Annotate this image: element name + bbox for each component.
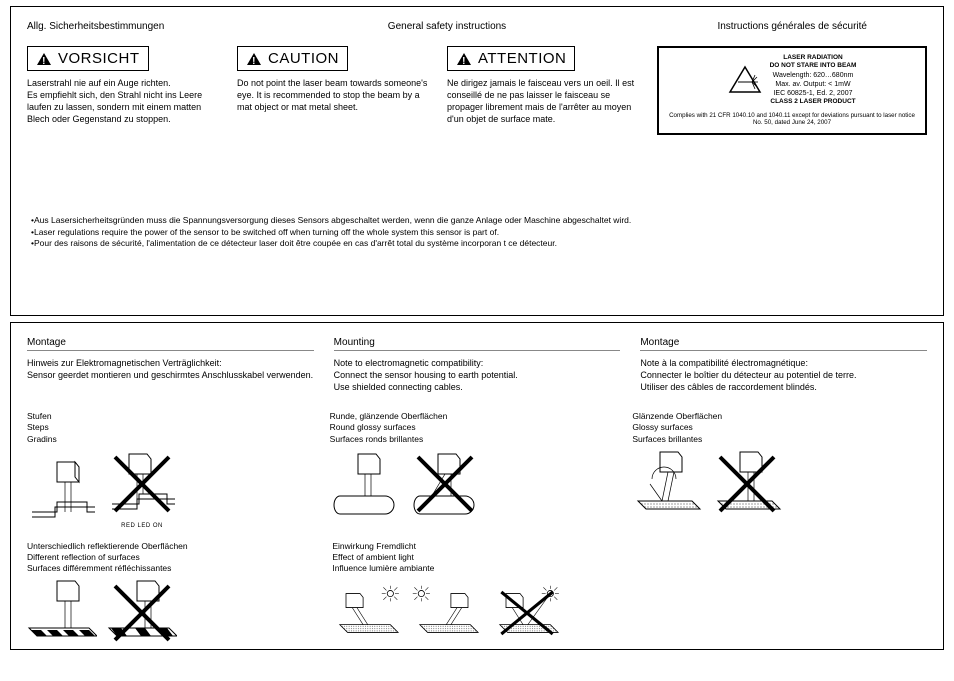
steps-fr: Gradins bbox=[27, 434, 322, 445]
steps-de: Stufen bbox=[27, 411, 322, 422]
warn-text-en: Do not point the laser beam towards some… bbox=[237, 77, 435, 113]
mount-de: Montage Hinweis zur Elektromagnetischen … bbox=[27, 337, 314, 393]
mount-note-en: Note to electromagnetic compatibility: C… bbox=[334, 357, 621, 393]
warn-text-de: Laserstrahl nie auf ein Auge richten. Es… bbox=[27, 77, 225, 126]
warn-label-fr: ! ATTENTION bbox=[447, 46, 575, 71]
safety-bullets: •Aus Lasersicherheitsgründen muss die Sp… bbox=[27, 215, 927, 249]
group-reflect: Unterschiedlich reflektierende Oberfläch… bbox=[27, 541, 324, 648]
bullet-de: •Aus Lasersicherheitsgründen muss die Sp… bbox=[27, 215, 927, 226]
glossy-labels: Glänzende Oberflächen Glossy surfaces Su… bbox=[632, 411, 927, 444]
header-en: General safety instructions bbox=[320, 21, 573, 32]
red-led-label: RED LED ON bbox=[107, 523, 177, 529]
laser-compliance: Complies with 21 CFR 1040.10 and 1040.11… bbox=[667, 112, 917, 128]
header-de: Allg. Sicherheitsbestimmungen bbox=[27, 21, 280, 32]
steps-en: Steps bbox=[27, 422, 322, 433]
laser-triangle-icon bbox=[728, 65, 762, 95]
round-de: Runde, glänzende Oberflächen bbox=[330, 411, 625, 422]
reflect-ok-diagram bbox=[27, 578, 97, 648]
warn-text-fr: Ne dirigez jamais le faisceau vers un oe… bbox=[447, 77, 645, 126]
glossy-de: Glänzende Oberflächen bbox=[632, 411, 927, 422]
mount-title-de: Montage bbox=[27, 337, 314, 351]
safety-panel: Allg. Sicherheitsbestimmungen General sa… bbox=[10, 6, 944, 316]
warning-icon: ! bbox=[246, 52, 262, 66]
warning-icon: ! bbox=[456, 52, 472, 66]
group-glossy: Glänzende Oberflächen Glossy surfaces Su… bbox=[632, 411, 927, 528]
mount-title-en: Mounting bbox=[334, 337, 621, 351]
bullet-en: •Laser regulations require the power of … bbox=[27, 227, 927, 238]
glossy-fr: Surfaces brillantes bbox=[632, 434, 927, 445]
round-fr: Surfaces ronds brillantes bbox=[330, 434, 625, 445]
laser-l2: DO NOT STARE INTO BEAM bbox=[770, 62, 857, 70]
round-labels: Runde, glänzende Oberflächen Round gloss… bbox=[330, 411, 625, 444]
warn-label-fr-text: ATTENTION bbox=[478, 50, 566, 67]
warn-label-de-text: VORSICHT bbox=[58, 50, 140, 67]
warn-de: ! VORSICHT Laserstrahl nie auf ein Auge … bbox=[27, 46, 225, 135]
ambient-ok1-diagram bbox=[332, 578, 402, 648]
bullet-fr: •Pour des raisons de sécurité, l'aliment… bbox=[27, 238, 927, 249]
round-ok-diagram bbox=[330, 449, 400, 519]
ambient-labels: Einwirkung Fremdlicht Effect of ambient … bbox=[332, 541, 927, 574]
laser-box: LASER RADIATION DO NOT STARE INTO BEAM W… bbox=[657, 46, 927, 135]
glossy-bad-diagram bbox=[712, 449, 782, 519]
round-bad-diagram bbox=[410, 449, 480, 519]
glossy-en: Glossy surfaces bbox=[632, 422, 927, 433]
diagram-row-1: Stufen Steps Gradins bbox=[27, 411, 927, 528]
reflect-en: Different reflection of surfaces bbox=[27, 552, 324, 563]
warn-label-de: ! VORSICHT bbox=[27, 46, 149, 71]
reflect-labels: Unterschiedlich reflektierende Oberfläch… bbox=[27, 541, 324, 574]
ambient-fr: Influence lumière ambiante bbox=[332, 563, 927, 574]
steps-labels: Stufen Steps Gradins bbox=[27, 411, 322, 444]
warn-label-en-text: CAUTION bbox=[268, 50, 339, 67]
laser-l5: IEC 60825-1, Ed. 2, 2007 bbox=[770, 89, 857, 98]
ambient-ok2-diagram bbox=[412, 578, 482, 648]
warn-en: ! CAUTION Do not point the laser beam to… bbox=[237, 46, 435, 135]
steps-bad-diagram bbox=[107, 449, 177, 519]
mount-note-fr: Note à la compatibilité électromagnétiqu… bbox=[640, 357, 927, 393]
round-en: Round glossy surfaces bbox=[330, 422, 625, 433]
reflect-fr: Surfaces différemment réfléchissantes bbox=[27, 563, 324, 574]
diagram-row-2: Unterschiedlich reflektierende Oberfläch… bbox=[27, 541, 927, 648]
header-fr: Instructions générales de sécurité bbox=[614, 21, 927, 32]
mount-note-de: Hinweis zur Elektromagnetischen Verträgl… bbox=[27, 357, 314, 381]
reflect-de: Unterschiedlich reflektierende Oberfläch… bbox=[27, 541, 324, 552]
laser-l6: CLASS 2 LASER PRODUCT bbox=[770, 98, 857, 106]
glossy-ok-diagram bbox=[632, 449, 702, 519]
steps-ok-diagram bbox=[27, 457, 97, 527]
warning-icon: ! bbox=[36, 52, 52, 66]
group-ambient: Einwirkung Fremdlicht Effect of ambient … bbox=[332, 541, 927, 648]
mount-headers: Montage Hinweis zur Elektromagnetischen … bbox=[27, 337, 927, 393]
svg-text:!: ! bbox=[462, 56, 466, 66]
laser-label-col: LASER RADIATION DO NOT STARE INTO BEAM W… bbox=[657, 46, 927, 135]
group-round: Runde, glänzende Oberflächen Round gloss… bbox=[330, 411, 625, 528]
laser-l1: LASER RADIATION bbox=[770, 54, 857, 62]
safety-headers: Allg. Sicherheitsbestimmungen General sa… bbox=[27, 21, 927, 32]
mount-title-fr: Montage bbox=[640, 337, 927, 351]
mount-fr: Montage Note à la compatibilité électrom… bbox=[640, 337, 927, 393]
reflect-bad-diagram bbox=[107, 578, 177, 648]
ambient-en: Effect of ambient light bbox=[332, 552, 927, 563]
warn-fr: ! ATTENTION Ne dirigez jamais le faiscea… bbox=[447, 46, 645, 135]
mounting-panel: Montage Hinweis zur Elektromagnetischen … bbox=[10, 322, 944, 650]
svg-text:!: ! bbox=[252, 56, 256, 66]
mount-en: Mounting Note to electromagnetic compati… bbox=[334, 337, 621, 393]
ambient-de: Einwirkung Fremdlicht bbox=[332, 541, 927, 552]
svg-text:!: ! bbox=[42, 56, 46, 66]
warning-row: ! VORSICHT Laserstrahl nie auf ein Auge … bbox=[27, 46, 927, 135]
laser-l4: Max. av. Output: < 1mW bbox=[770, 80, 857, 89]
warn-label-en: ! CAUTION bbox=[237, 46, 348, 71]
group-steps: Stufen Steps Gradins bbox=[27, 411, 322, 528]
ambient-bad-diagram bbox=[492, 578, 562, 648]
laser-l3: Wavelength: 620…680nm bbox=[770, 71, 857, 80]
